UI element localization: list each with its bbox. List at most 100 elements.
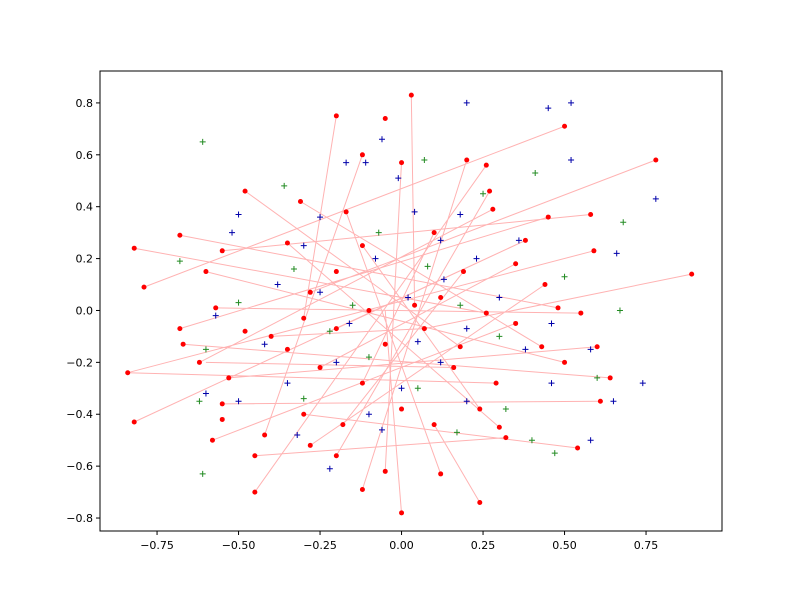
dot-point xyxy=(333,326,339,332)
dot-point xyxy=(408,92,414,98)
dot-point xyxy=(597,398,603,404)
y-tick-label: 0.4 xyxy=(76,201,94,214)
dot-point xyxy=(483,310,489,316)
dot-point xyxy=(588,211,594,217)
dot-point xyxy=(343,209,349,215)
y-tick-label: 0.2 xyxy=(76,253,94,266)
plus-point xyxy=(496,333,503,340)
plus-point xyxy=(176,258,183,265)
dot-point xyxy=(513,320,519,326)
plus-point xyxy=(317,289,324,296)
plus-point xyxy=(463,325,470,332)
plus-point xyxy=(346,320,353,327)
plus-point xyxy=(326,465,333,472)
y-tick-label: 0.0 xyxy=(76,304,94,317)
dot-point xyxy=(284,346,290,352)
plus-point xyxy=(290,265,297,272)
plus-point xyxy=(568,99,575,106)
y-tick-label: −0.8 xyxy=(66,512,93,525)
plus-point xyxy=(421,156,428,163)
x-tick-label: −0.25 xyxy=(303,539,337,552)
dot-point xyxy=(226,375,232,381)
plus-point xyxy=(587,346,594,353)
dot-point xyxy=(284,240,290,246)
plus-point xyxy=(414,385,421,392)
dot-point xyxy=(203,269,209,275)
plus-point xyxy=(235,211,242,218)
plus-point xyxy=(594,374,601,381)
dot-point xyxy=(477,406,483,412)
plus-point xyxy=(281,182,288,189)
plus-point xyxy=(274,281,281,288)
dot-point xyxy=(359,152,365,158)
dot-point xyxy=(542,282,548,288)
dot-point xyxy=(301,315,307,321)
plus-point xyxy=(349,302,356,309)
plus-point xyxy=(365,354,372,361)
plus-point xyxy=(411,208,418,215)
plus-point xyxy=(652,195,659,202)
dot-point xyxy=(562,359,568,365)
dot-point xyxy=(460,269,466,275)
plus-point xyxy=(548,320,555,327)
dot-point xyxy=(219,248,225,254)
plus-point xyxy=(261,341,268,348)
plus-point xyxy=(453,429,460,436)
plus-point xyxy=(457,302,464,309)
dot-point xyxy=(399,160,405,166)
dot-point xyxy=(399,406,405,412)
plus-point xyxy=(440,276,447,283)
dot-point xyxy=(307,289,313,295)
plus-point xyxy=(437,237,444,244)
plus-point xyxy=(300,395,307,402)
plus-point xyxy=(502,406,509,413)
dot-point xyxy=(209,437,215,443)
y-tick-label: −0.2 xyxy=(66,356,93,369)
dot-point xyxy=(333,453,339,459)
dot-point xyxy=(399,510,405,516)
dot-point xyxy=(242,328,248,334)
plus-point xyxy=(365,411,372,418)
dot-point xyxy=(359,380,365,386)
plus-point xyxy=(414,338,421,345)
y-tick-label: −0.4 xyxy=(66,408,93,421)
x-tick-label: 0.75 xyxy=(634,539,659,552)
plus-point xyxy=(362,159,369,166)
plus-point xyxy=(317,214,324,221)
plus-point xyxy=(398,385,405,392)
plus-point xyxy=(437,359,444,366)
dot-point xyxy=(268,333,274,339)
plus-point xyxy=(463,99,470,106)
plus-point xyxy=(613,250,620,257)
dot-point xyxy=(252,489,258,495)
dot-point xyxy=(503,435,509,441)
plus-point xyxy=(235,299,242,306)
dot-point xyxy=(539,344,545,350)
x-tick-label: 0.50 xyxy=(552,539,577,552)
plus-point xyxy=(548,380,555,387)
dot-point xyxy=(483,162,489,168)
plus-point xyxy=(395,175,402,182)
dot-point xyxy=(487,188,493,194)
plus-point xyxy=(199,138,206,145)
dot-point xyxy=(177,326,183,332)
plus-point xyxy=(424,263,431,270)
y-tick-label: 0.6 xyxy=(76,149,94,162)
dot-point xyxy=(333,113,339,119)
plus-point xyxy=(300,242,307,249)
plus-point xyxy=(199,470,206,477)
dot-point xyxy=(301,411,307,417)
dot-point xyxy=(307,442,313,448)
dot-point xyxy=(382,468,388,474)
x-tick-label: 0.25 xyxy=(471,539,496,552)
plus-point xyxy=(294,432,301,439)
plus-point xyxy=(568,156,575,163)
dot-point xyxy=(219,416,225,422)
dot-point xyxy=(252,453,258,459)
dot-point xyxy=(477,499,483,505)
plus-point xyxy=(528,437,535,444)
dot-point xyxy=(213,305,219,311)
dot-point xyxy=(493,380,499,386)
dot-point xyxy=(382,341,388,347)
